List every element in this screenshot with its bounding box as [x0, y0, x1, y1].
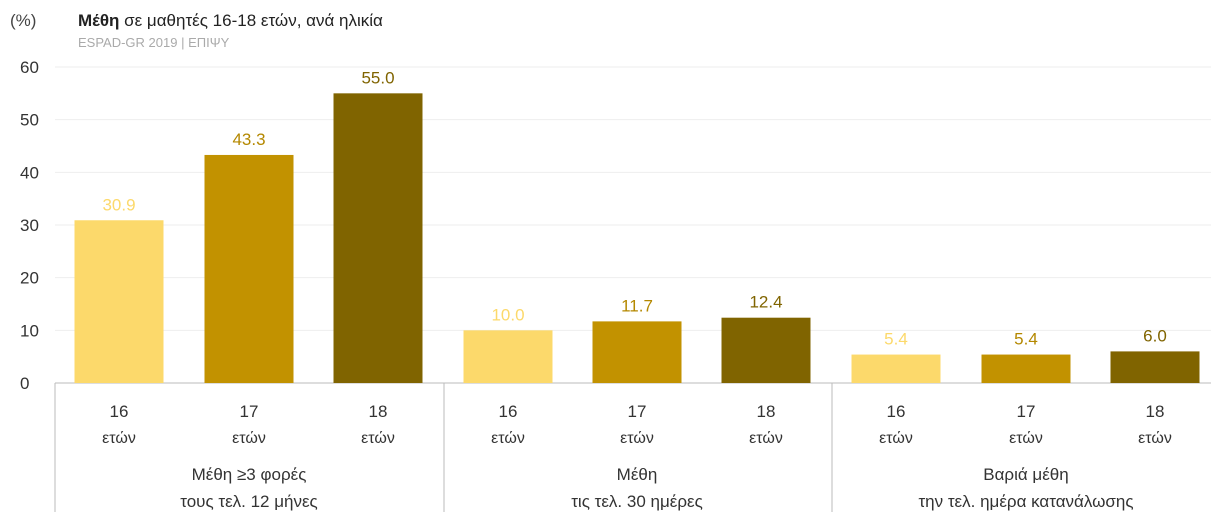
bar-value-label: 5.4 — [1014, 330, 1038, 349]
bar — [204, 154, 294, 383]
bar-value-label: 43.3 — [232, 130, 265, 149]
x-tick-age-label: 18 — [1146, 402, 1165, 421]
x-tick-unit-label: ετών — [232, 430, 266, 447]
x-tick-unit-label: ετών — [749, 430, 783, 447]
bar-value-label: 12.4 — [749, 293, 782, 312]
bar — [851, 354, 941, 383]
y-tick-label: 30 — [20, 216, 39, 235]
chart-title-rest: σε μαθητές 16-18 ετών, ανά ηλικία — [119, 11, 383, 30]
bar-value-label: 5.4 — [884, 330, 908, 349]
y-unit-label: (%) — [10, 11, 37, 30]
group-label-line1: Μέθη ≥3 φορές — [192, 465, 307, 484]
chart-source: ESPAD-GR 2019 | ΕΠΙΨΥ — [78, 35, 230, 50]
y-tick-label: 50 — [20, 111, 39, 130]
group-label-line2: την τελ. ημέρα κατανάλωσης — [918, 492, 1133, 511]
y-tick-label: 60 — [20, 58, 39, 77]
x-tick-age-label: 17 — [1017, 402, 1036, 421]
bar — [981, 354, 1071, 383]
x-tick-age-label: 16 — [110, 402, 129, 421]
bar-value-label: 55.0 — [361, 68, 394, 87]
x-tick-unit-label: ετών — [1138, 430, 1172, 447]
bar — [74, 220, 164, 383]
bar-value-label: 11.7 — [621, 296, 653, 315]
x-tick-unit-label: ετών — [1009, 430, 1043, 447]
x-tick-age-label: 18 — [757, 402, 776, 421]
x-tick-unit-label: ετών — [491, 430, 525, 447]
x-tick-age-label: 16 — [499, 402, 518, 421]
chart-title-bold: Μέθη — [78, 11, 120, 30]
x-tick-unit-label: ετών — [102, 430, 136, 447]
y-tick-label: 20 — [20, 269, 39, 288]
x-tick-age-label: 18 — [369, 402, 388, 421]
group-label-line2: τις τελ. 30 ημέρες — [571, 492, 703, 511]
x-tick-age-label: 17 — [240, 402, 259, 421]
group-label-line2: τους τελ. 12 μήνες — [180, 492, 318, 511]
x-tick-age-label: 16 — [887, 402, 906, 421]
bar — [463, 330, 553, 383]
bar-value-label: 30.9 — [102, 195, 135, 214]
x-tick-age-label: 17 — [628, 402, 647, 421]
y-tick-label: 10 — [20, 321, 39, 340]
bar — [721, 317, 811, 383]
x-tick-unit-label: ετών — [620, 430, 654, 447]
x-tick-unit-label: ετών — [361, 430, 395, 447]
x-tick-unit-label: ετών — [879, 430, 913, 447]
group-label-line1: Βαριά μέθη — [983, 465, 1068, 484]
bar — [333, 93, 423, 383]
group-label-line1: Μέθη — [617, 465, 658, 484]
bar — [592, 321, 682, 383]
bar — [1110, 351, 1200, 383]
chart-title: Μέθη σε μαθητές 16-18 ετών, ανά ηλικία — [78, 11, 383, 31]
y-tick-label: 40 — [20, 163, 39, 182]
y-tick-label: 0 — [20, 374, 29, 393]
chart-header: (%) Μέθη σε μαθητές 16-18 ετών, ανά ηλικ… — [0, 0, 1211, 60]
bar-value-label: 6.0 — [1143, 326, 1167, 345]
bar-value-label: 10.0 — [491, 305, 524, 324]
